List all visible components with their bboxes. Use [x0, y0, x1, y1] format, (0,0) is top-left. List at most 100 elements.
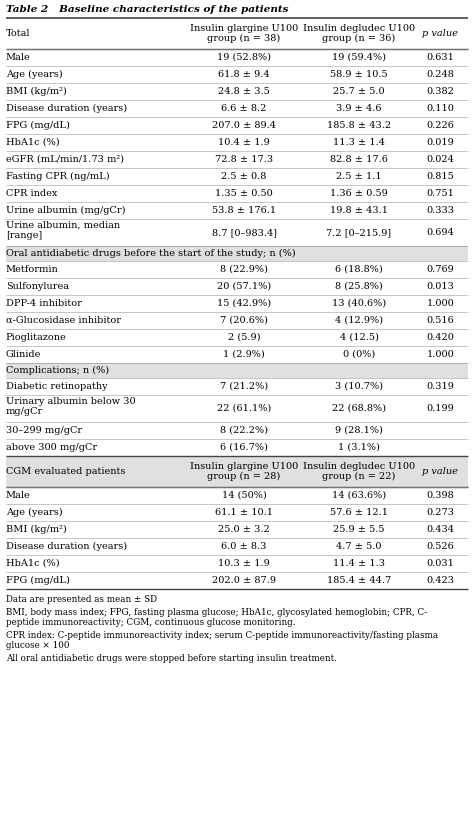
Text: p value: p value	[422, 29, 458, 38]
Text: Diabetic retinopathy: Diabetic retinopathy	[6, 382, 107, 391]
Text: Urine albumin, median
[range]: Urine albumin, median [range]	[6, 221, 120, 240]
Text: 19.8 ± 43.1: 19.8 ± 43.1	[330, 206, 388, 215]
Text: 11.4 ± 1.3: 11.4 ± 1.3	[333, 559, 385, 568]
Text: 0.769: 0.769	[427, 265, 454, 274]
Text: 2.5 ± 0.8: 2.5 ± 0.8	[221, 172, 267, 181]
Text: Glinide: Glinide	[6, 350, 41, 359]
Text: CPR index: C-peptide immunoreactivity index; serum C-peptide immunoreactivity/fa: CPR index: C-peptide immunoreactivity in…	[6, 631, 438, 651]
Text: 185.4 ± 44.7: 185.4 ± 44.7	[327, 576, 391, 585]
Text: 25.0 ± 3.2: 25.0 ± 3.2	[218, 525, 270, 534]
Text: 25.7 ± 5.0: 25.7 ± 5.0	[333, 87, 385, 96]
Text: 61.8 ± 9.4: 61.8 ± 9.4	[219, 70, 270, 79]
Text: 0.199: 0.199	[427, 404, 454, 413]
Text: Insulin degludec U100
group (n = 36): Insulin degludec U100 group (n = 36)	[303, 24, 415, 43]
Text: 14 (50%): 14 (50%)	[222, 491, 266, 500]
Text: 202.0 ± 87.9: 202.0 ± 87.9	[212, 576, 276, 585]
Bar	[6, 456, 468, 487]
Bar	[6, 363, 468, 378]
Text: HbA1c (%): HbA1c (%)	[6, 559, 59, 568]
Text: BMI (kg/m²): BMI (kg/m²)	[6, 525, 66, 534]
Text: 0.382: 0.382	[427, 87, 454, 96]
Text: 8 (22.9%): 8 (22.9%)	[220, 265, 268, 274]
Text: Insulin glargine U100
group (n = 38): Insulin glargine U100 group (n = 38)	[190, 24, 298, 43]
Text: Age (years): Age (years)	[6, 70, 62, 79]
Text: BMI (kg/m²): BMI (kg/m²)	[6, 87, 66, 96]
Text: Male: Male	[6, 53, 30, 62]
Text: 1.000: 1.000	[427, 350, 454, 359]
Text: Total: Total	[6, 29, 30, 38]
Text: BMI, body mass index; FPG, fasting plasma glucose; HbA1c, glycosylated hemoglobi: BMI, body mass index; FPG, fasting plasm…	[6, 608, 427, 627]
Text: HbA1c (%): HbA1c (%)	[6, 138, 59, 147]
Text: 2.5 ± 1.1: 2.5 ± 1.1	[336, 172, 382, 181]
Text: Disease duration (years): Disease duration (years)	[6, 104, 127, 113]
Text: 0.751: 0.751	[427, 189, 454, 198]
Text: 0.024: 0.024	[427, 155, 454, 164]
Text: Pioglitazone: Pioglitazone	[6, 333, 66, 342]
Text: All oral antidiabetic drugs were stopped before starting insulin treatment.: All oral antidiabetic drugs were stopped…	[6, 654, 337, 663]
Text: 15 (42.9%): 15 (42.9%)	[217, 299, 271, 308]
Text: 0.434: 0.434	[426, 525, 455, 534]
Text: Urinary albumin below 30
mg/gCr: Urinary albumin below 30 mg/gCr	[6, 397, 135, 416]
Text: 30–299 mg/gCr: 30–299 mg/gCr	[6, 426, 82, 435]
Text: 61.1 ± 10.1: 61.1 ± 10.1	[215, 508, 273, 517]
Text: 8.7 [0–983.4]: 8.7 [0–983.4]	[211, 228, 277, 237]
Text: 4 (12.9%): 4 (12.9%)	[335, 316, 383, 325]
Text: 0 (0%): 0 (0%)	[343, 350, 375, 359]
Text: 13 (40.6%): 13 (40.6%)	[332, 299, 386, 308]
Text: Oral antidiabetic drugs before the start of the study; n (%): Oral antidiabetic drugs before the start…	[6, 249, 295, 258]
Text: 82.8 ± 17.6: 82.8 ± 17.6	[330, 155, 388, 164]
Text: 1.000: 1.000	[427, 299, 454, 308]
Text: 53.8 ± 176.1: 53.8 ± 176.1	[212, 206, 276, 215]
Text: 6 (18.8%): 6 (18.8%)	[335, 265, 383, 274]
Text: 10.4 ± 1.9: 10.4 ± 1.9	[218, 138, 270, 147]
Text: 58.9 ± 10.5: 58.9 ± 10.5	[330, 70, 388, 79]
Text: 0.110: 0.110	[427, 104, 454, 113]
Text: 72.8 ± 17.3: 72.8 ± 17.3	[215, 155, 273, 164]
Text: 24.8 ± 3.5: 24.8 ± 3.5	[218, 87, 270, 96]
Text: 1.36 ± 0.59: 1.36 ± 0.59	[330, 189, 388, 198]
Text: 4 (12.5): 4 (12.5)	[339, 333, 379, 342]
Text: α-Glucosidase inhibitor: α-Glucosidase inhibitor	[6, 316, 121, 325]
Text: CPR index: CPR index	[6, 189, 57, 198]
Text: Data are presented as mean ± SD: Data are presented as mean ± SD	[6, 595, 157, 604]
Text: 0.420: 0.420	[427, 333, 454, 342]
Text: 10.3 ± 1.9: 10.3 ± 1.9	[218, 559, 270, 568]
Bar	[6, 246, 468, 261]
Text: above 300 mg/gCr: above 300 mg/gCr	[6, 443, 97, 452]
Text: 6.6 ± 8.2: 6.6 ± 8.2	[221, 104, 267, 113]
Text: Sulfonylurea: Sulfonylurea	[6, 282, 69, 291]
Text: 25.9 ± 5.5: 25.9 ± 5.5	[333, 525, 385, 534]
Text: 7 (21.2%): 7 (21.2%)	[220, 382, 268, 391]
Text: 0.423: 0.423	[426, 576, 455, 585]
Text: p value: p value	[422, 467, 458, 476]
Text: Insulin degludec U100
group (n = 22): Insulin degludec U100 group (n = 22)	[303, 462, 415, 481]
Text: Age (years): Age (years)	[6, 508, 62, 517]
Text: Table 2   Baseline characteristics of the patients: Table 2 Baseline characteristics of the …	[6, 5, 288, 14]
Text: 14 (63.6%): 14 (63.6%)	[332, 491, 386, 500]
Text: 0.694: 0.694	[427, 228, 454, 237]
Text: 7 (20.6%): 7 (20.6%)	[220, 316, 268, 325]
Text: 0.516: 0.516	[427, 316, 454, 325]
Text: 207.0 ± 89.4: 207.0 ± 89.4	[212, 121, 276, 130]
Text: 0.398: 0.398	[427, 491, 454, 500]
Text: 0.019: 0.019	[427, 138, 454, 147]
Text: 19 (59.4%): 19 (59.4%)	[332, 53, 386, 62]
Text: 0.815: 0.815	[427, 172, 454, 181]
Text: Disease duration (years): Disease duration (years)	[6, 542, 127, 551]
Text: 22 (68.8%): 22 (68.8%)	[332, 404, 386, 413]
Text: Urine albumin (mg/gCr): Urine albumin (mg/gCr)	[6, 206, 125, 215]
Text: Male: Male	[6, 491, 30, 500]
Text: FPG (mg/dL): FPG (mg/dL)	[6, 121, 70, 130]
Text: 4.7 ± 5.0: 4.7 ± 5.0	[337, 542, 382, 551]
Text: 3.9 ± 4.6: 3.9 ± 4.6	[337, 104, 382, 113]
Text: 0.273: 0.273	[426, 508, 455, 517]
Text: 11.3 ± 1.4: 11.3 ± 1.4	[333, 138, 385, 147]
Text: 3 (10.7%): 3 (10.7%)	[335, 382, 383, 391]
Text: 19 (52.8%): 19 (52.8%)	[217, 53, 271, 62]
Text: 0.333: 0.333	[426, 206, 455, 215]
Text: 57.6 ± 12.1: 57.6 ± 12.1	[330, 508, 388, 517]
Text: 7.2 [0–215.9]: 7.2 [0–215.9]	[327, 228, 392, 237]
Text: 6.0 ± 8.3: 6.0 ± 8.3	[221, 542, 267, 551]
Text: Complications; n (%): Complications; n (%)	[6, 366, 109, 375]
Text: FPG (mg/dL): FPG (mg/dL)	[6, 576, 70, 585]
